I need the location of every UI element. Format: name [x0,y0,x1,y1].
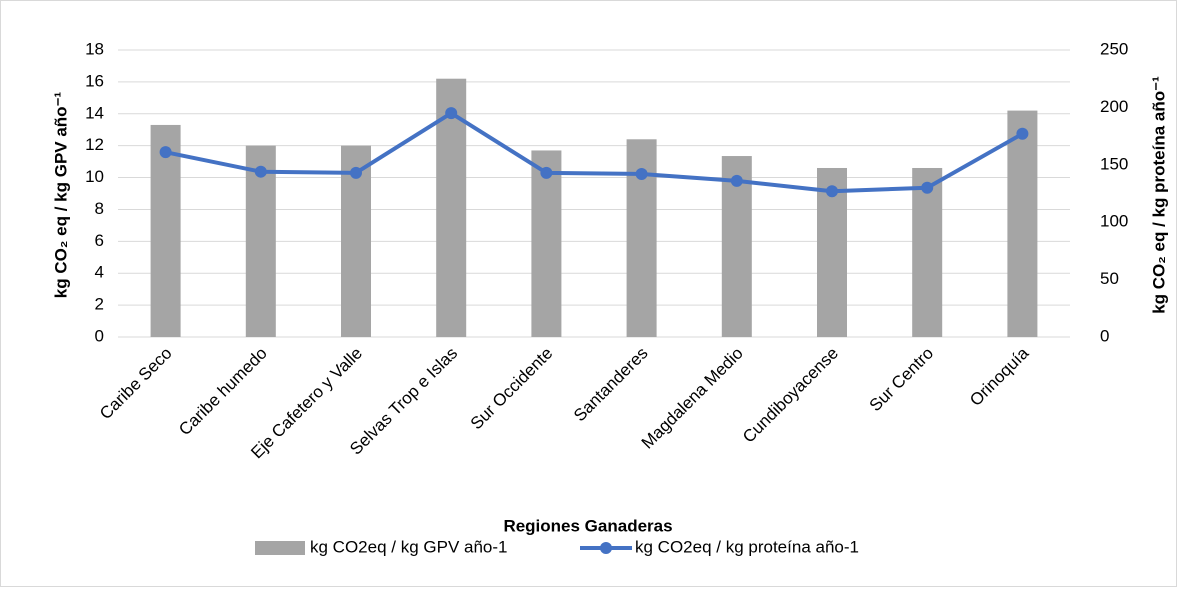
y-tick-label: 12 [85,135,104,154]
line [165,111,1024,194]
y-tick-label: 6 [95,231,104,250]
y2-tick-label: 0 [1100,326,1109,345]
y2-tick-label: 200 [1100,97,1128,116]
line-marker [350,166,362,179]
legend-swatch [255,541,305,555]
y2-axis-title: kg CO₂ eq / kg proteína año⁻¹ [1149,76,1168,314]
legend-label: kg CO2eq / kg GPV año-1 [310,537,508,556]
line-marker [1016,127,1029,140]
line-marker [540,166,553,179]
x-axis-title: Regiones Ganaderas [503,516,672,535]
y2-tick-label: 250 [1100,39,1128,58]
y-tick-label: 14 [85,103,104,122]
y-tick-label: 4 [95,263,104,282]
line-marker [254,165,267,178]
line-marker [826,185,838,198]
line-marker [921,181,934,194]
line-marker [445,107,458,120]
line-marker [730,174,743,187]
bar [531,150,562,337]
line-marker [635,167,648,180]
bar [1007,110,1038,337]
y2-tick-label: 150 [1100,154,1128,173]
y-tick-label: 16 [85,71,104,90]
bar [150,124,181,337]
line-marker [159,146,172,159]
y-tick-label: 10 [85,167,104,186]
bar [912,167,943,337]
legend-label: kg CO2eq / kg proteína año-1 [635,537,859,556]
legend-swatch-marker [600,542,612,554]
y-tick-label: 18 [85,39,104,58]
y-tick-label: 0 [95,326,104,345]
y-tick-label: 2 [95,295,104,314]
y2-tick-label: 100 [1100,212,1128,231]
y2-tick-label: 50 [1100,269,1119,288]
y-tick-label: 8 [95,199,104,218]
y-axis-title: kg CO₂ eq / kg GPV año⁻¹ [51,91,70,298]
